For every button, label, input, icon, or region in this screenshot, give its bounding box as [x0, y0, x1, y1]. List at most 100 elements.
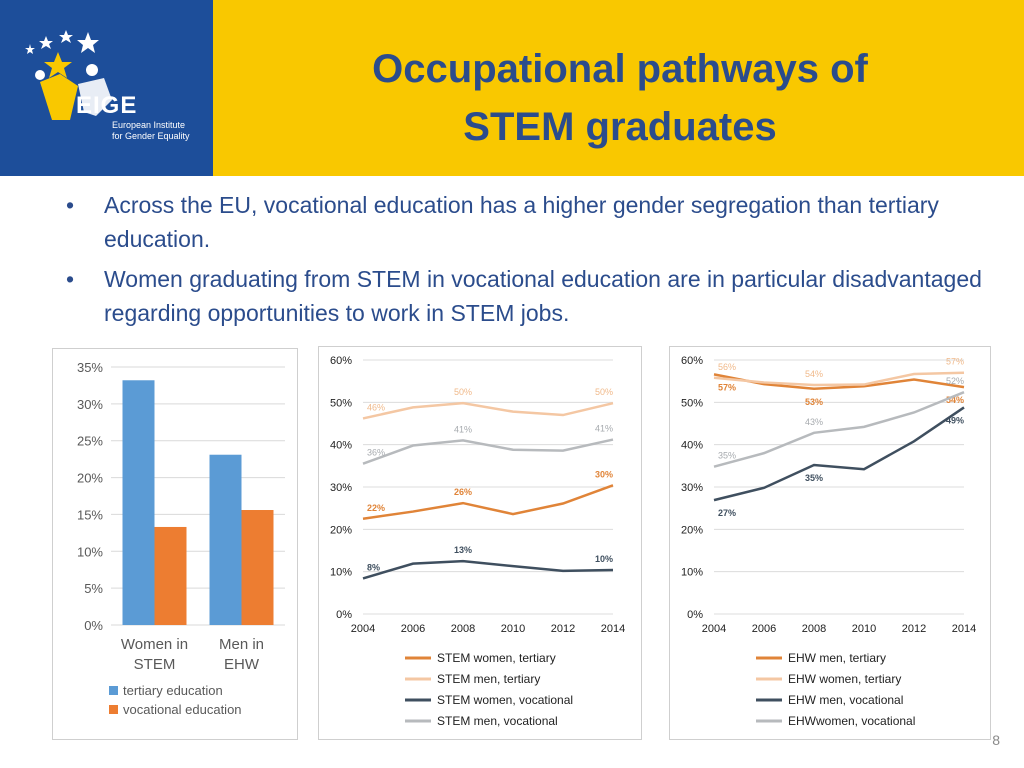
bullet-text: Women graduating from STEM in vocational…: [104, 266, 982, 326]
data-label: 36%: [367, 448, 385, 458]
data-label: 54%: [946, 395, 964, 405]
ehw-line-chart: 0% 10% 20% 30% 40% 50% 60% 2004 2006 2008 2010 2012…: [681, 355, 976, 728]
y-tick-label: 50%: [330, 397, 352, 409]
data-label: 50%: [595, 387, 613, 397]
data-label: 41%: [454, 424, 472, 434]
bar: [241, 510, 274, 625]
legend-label: STEM men, vocational: [437, 714, 558, 728]
bar-chart-panel: 0% 5% 10% 15% 20% 25% 30% 35% Women in STEM Men in…: [52, 348, 298, 740]
data-label: 54%: [805, 369, 823, 379]
legend-label: tertiary education: [123, 683, 223, 698]
series-line: [713, 391, 965, 468]
legend-label: EHW men, vocational: [788, 693, 903, 707]
data-label: 35%: [805, 473, 823, 483]
x-tick-label: 2004: [351, 623, 375, 635]
bar-chart: 0% 5% 10% 15% 20% 25% 30% 35% Women in STEM Men in…: [77, 360, 285, 717]
y-tick-label: 10%: [681, 567, 703, 579]
legend-swatch: [109, 686, 118, 695]
y-tick-label: 0%: [336, 609, 352, 621]
x-tick-label: 2010: [852, 623, 876, 635]
ehw-line-chart-panel: 0% 10% 20% 30% 40% 50% 60% 2004 2006 2008 2010 2012…: [669, 346, 991, 740]
data-label: 26%: [454, 487, 472, 497]
page-number: 8: [992, 732, 1000, 748]
y-tick-label: 0%: [687, 609, 703, 621]
x-tick-label: 2014: [601, 623, 625, 635]
stem-line-chart: 0% 10% 20% 30% 40% 50% 60% 2004 2006 2008 2010 2012…: [330, 355, 625, 728]
data-label: 57%: [718, 382, 736, 392]
y-tick-label: 25%: [77, 434, 103, 449]
logo-caption-line1: European Institute: [112, 120, 186, 130]
bullet-item: • Across the EU, vocational education has…: [58, 188, 988, 256]
x-tick-label: Men in: [219, 636, 264, 653]
y-tick-label: 10%: [330, 567, 352, 579]
legend-label: STEM men, tertiary: [437, 672, 540, 686]
data-label: 22%: [367, 503, 385, 513]
x-tick-label: EHW: [224, 656, 260, 673]
y-tick-label: 35%: [77, 360, 103, 375]
series-line: [713, 371, 965, 387]
x-tick-label: 2008: [802, 623, 826, 635]
y-tick-label: 20%: [77, 471, 103, 486]
bar: [209, 454, 242, 625]
y-tick-label: 10%: [77, 544, 103, 559]
legend-label: EHW men, tertiary: [788, 651, 886, 665]
bullet-item: • Women graduating from STEM in vocationa…: [58, 262, 988, 330]
eige-stars-logo-icon: [25, 30, 112, 120]
x-tick-label: 2014: [952, 623, 976, 635]
logo-panel: EIGE European Institute for Gender Equal…: [0, 0, 213, 176]
legend-swatch: [109, 705, 118, 714]
x-tick-label: 2006: [401, 623, 425, 635]
data-label: 57%: [946, 357, 964, 367]
y-tick-label: 60%: [330, 355, 352, 367]
x-tick-label: 2012: [902, 623, 926, 635]
page-title-line1: Occupational pathways of: [372, 47, 868, 91]
legend-label: EHWwomen, vocational: [788, 714, 915, 728]
x-tick-label: 2012: [551, 623, 575, 635]
x-tick-label: 2004: [702, 623, 726, 635]
bullet-text: Across the EU, vocational education has …: [104, 192, 939, 252]
y-tick-label: 30%: [681, 482, 703, 494]
data-label: 35%: [718, 451, 736, 461]
data-label: 50%: [454, 387, 472, 397]
data-label: 49%: [946, 415, 964, 425]
logo-caption: European Institute for Gender Equality: [112, 120, 202, 142]
x-tick-label: 2010: [501, 623, 525, 635]
data-label: 30%: [595, 469, 613, 479]
x-tick-label: STEM: [134, 656, 176, 673]
data-label: 13%: [454, 545, 472, 555]
y-tick-label: 30%: [330, 482, 352, 494]
data-label: 56%: [718, 362, 736, 372]
data-label: 8%: [367, 562, 380, 572]
legend-label: vocational education: [123, 702, 242, 717]
y-tick-label: 15%: [77, 507, 103, 522]
data-label: 27%: [718, 508, 736, 518]
data-label: 10%: [595, 554, 613, 564]
x-tick-label: Women in: [121, 636, 188, 653]
bullet-dot-icon: •: [66, 266, 75, 292]
legend-label: STEM women, vocational: [437, 693, 573, 707]
slide-header: EIGE European Institute for Gender Equal…: [0, 0, 1024, 176]
y-tick-label: 5%: [84, 581, 103, 596]
y-tick-label: 40%: [330, 440, 352, 452]
y-tick-label: 20%: [681, 524, 703, 536]
series-line: [362, 559, 614, 580]
y-tick-label: 40%: [681, 440, 703, 452]
bar: [122, 380, 155, 625]
y-tick-label: 50%: [681, 397, 703, 409]
series-line: [362, 438, 614, 465]
page-title: Occupational pathways of STEM graduates: [300, 40, 940, 156]
series-line: [713, 406, 965, 502]
stem-line-chart-panel: 0% 10% 20% 30% 40% 50% 60% 2004 2006 2008 2010 2012…: [318, 346, 642, 740]
x-tick-label: 2008: [451, 623, 475, 635]
data-label: 43%: [805, 417, 823, 427]
logo-word: EIGE: [76, 92, 138, 119]
bullet-list: • Across the EU, vocational education has…: [58, 188, 988, 336]
series-line: [362, 401, 614, 420]
y-tick-label: 20%: [330, 524, 352, 536]
data-label: 41%: [595, 424, 613, 434]
legend-label: STEM women, tertiary: [437, 651, 556, 665]
series-line: [362, 484, 614, 520]
bar: [154, 526, 187, 625]
bullet-dot-icon: •: [66, 192, 75, 218]
y-tick-label: 60%: [681, 355, 703, 367]
